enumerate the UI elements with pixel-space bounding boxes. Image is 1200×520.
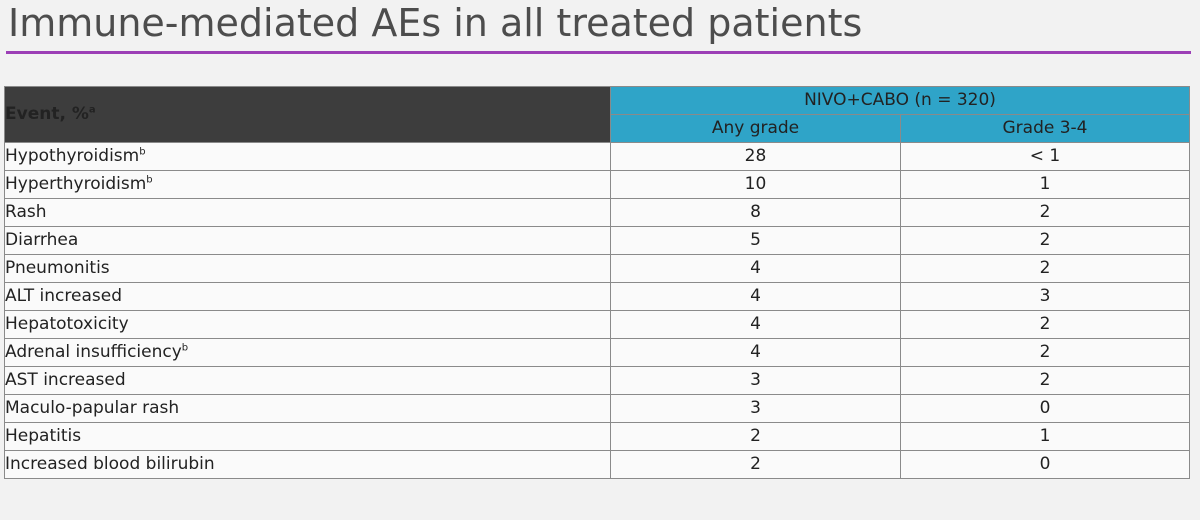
any-grade-cell: 4: [610, 282, 901, 311]
event-name: Adrenal insufficiency: [5, 342, 182, 362]
event-name: Diarrhea: [5, 230, 79, 250]
table-row: AST increased 3 2: [4, 366, 1190, 395]
any-grade-cell: 3: [610, 366, 901, 395]
event-name: Hypothyroidism: [5, 146, 140, 166]
table-row: Adrenal insufficiencyb 4 2: [4, 338, 1190, 367]
event-cell: Pneumonitis: [4, 254, 611, 283]
table-row: Hypothyroidismb 28 < 1: [4, 142, 1190, 171]
title-underline: [6, 51, 1191, 54]
table-row: Diarrhea 5 2: [4, 226, 1190, 255]
table-row: Hyperthyroidismb 10 1: [4, 170, 1190, 199]
event-cell: Adrenal insufficiencyb: [4, 338, 611, 367]
table-row: Hepatitis 2 1: [4, 422, 1190, 451]
table-row: Hepatotoxicity 4 2: [4, 310, 1190, 339]
grade-3-4-cell: 2: [900, 198, 1190, 227]
event-name: Hyperthyroidism: [5, 174, 147, 194]
grade-3-4-cell: 2: [900, 254, 1190, 283]
table-row: Maculo-papular rash 3 0: [4, 394, 1190, 423]
event-cell: Hepatotoxicity: [4, 310, 611, 339]
slide-title: Immune-mediated AEs in all treated patie…: [8, 1, 863, 45]
any-grade-cell: 28: [610, 142, 901, 171]
event-name: Hepatotoxicity: [5, 314, 129, 334]
grade-3-4-cell: 0: [900, 450, 1190, 479]
any-grade-cell: 8: [610, 198, 901, 227]
event-cell: Increased blood bilirubin: [4, 450, 611, 479]
grade-3-4-header: Grade 3-4: [900, 114, 1190, 143]
event-cell: Hyperthyroidismb: [4, 170, 611, 199]
table-row: Pneumonitis 4 2: [4, 254, 1190, 283]
event-name: AST increased: [5, 370, 126, 390]
event-header-footnote: a: [88, 104, 96, 116]
event-header-label: Event, %: [5, 104, 89, 124]
table-row: Increased blood bilirubin 2 0: [4, 450, 1190, 479]
event-cell: Diarrhea: [4, 226, 611, 255]
treatment-group-header: NIVO+CABO (n = 320): [610, 86, 1190, 115]
grade-3-4-cell: 0: [900, 394, 1190, 423]
grade-3-4-cell: 2: [900, 226, 1190, 255]
any-grade-cell: 5: [610, 226, 901, 255]
event-footnote: b: [181, 342, 189, 354]
table-row: ALT increased 4 3: [4, 282, 1190, 311]
event-cell: Maculo-papular rash: [4, 394, 611, 423]
event-name: Pneumonitis: [5, 258, 110, 278]
grade-3-4-cell: 1: [900, 422, 1190, 451]
event-cell: AST increased: [4, 366, 611, 395]
adverse-events-table: Event, %a NIVO+CABO (n = 320) Any grade …: [4, 86, 1190, 479]
event-footnote: b: [139, 146, 146, 158]
any-grade-cell: 4: [610, 254, 901, 283]
grade-3-4-cell: 2: [900, 338, 1190, 367]
any-grade-cell: 3: [610, 394, 901, 423]
event-cell: Hypothyroidismb: [4, 142, 611, 171]
grade-3-4-cell: 1: [900, 170, 1190, 199]
table-body: Hypothyroidismb 28 < 1 Hyperthyroidismb 10 1 R…: [4, 142, 1190, 479]
any-grade-cell: 4: [610, 338, 901, 367]
grade-3-4-cell: 2: [900, 310, 1190, 339]
grade-3-4-cell: 3: [900, 282, 1190, 311]
event-cell: Rash: [4, 198, 611, 227]
event-name: Increased blood bilirubin: [5, 454, 215, 474]
table-row: Rash 8 2: [4, 198, 1190, 227]
event-cell: Hepatitis: [4, 422, 611, 451]
any-grade-cell: 4: [610, 310, 901, 339]
event-column-header: Event, %a: [4, 86, 611, 143]
any-grade-cell: 2: [610, 450, 901, 479]
event-cell: ALT increased: [4, 282, 611, 311]
any-grade-header: Any grade: [610, 114, 901, 143]
grade-3-4-cell: < 1: [900, 142, 1190, 171]
event-footnote: b: [146, 174, 153, 186]
event-name: Maculo-papular rash: [5, 398, 180, 418]
event-name: Hepatitis: [5, 426, 82, 446]
event-name: ALT increased: [5, 286, 122, 306]
any-grade-cell: 2: [610, 422, 901, 451]
event-name: Rash: [5, 202, 47, 222]
grade-3-4-cell: 2: [900, 366, 1190, 395]
any-grade-cell: 10: [610, 170, 901, 199]
